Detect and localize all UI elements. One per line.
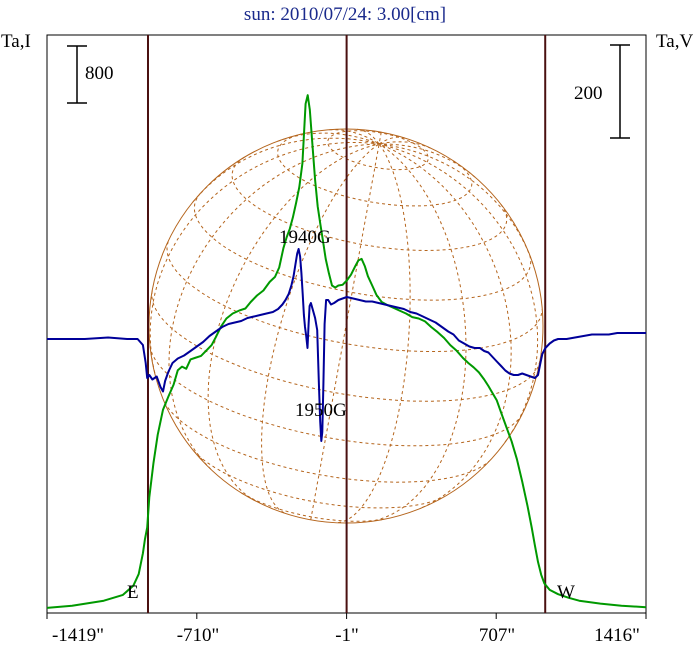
right-scale-bar [610,44,630,139]
latitude-line [193,192,532,301]
longitude-line [310,143,380,520]
longitude-line [277,132,380,145]
longitude-line [378,143,539,443]
longitude-line [329,129,380,145]
limb-label-west: W [557,582,575,603]
intensity-series-line [46,94,647,609]
x-tick-label: -710" [177,625,220,646]
x-tick-label: 1416" [594,625,640,646]
annotation-1940g: 1940G [279,227,331,248]
longitude-line [379,141,431,149]
series-group [46,94,647,609]
longitude-line [378,143,512,509]
x-tick-label: -1419" [52,625,104,646]
longitude-line [261,143,380,514]
longitude-line [368,143,467,523]
right-axis-label: Ta,V [656,31,693,52]
left-scale-bar-label: 800 [85,63,114,84]
solar-disk-grid [148,128,544,524]
right-scale-bar-label: 200 [574,83,603,104]
chart-title: sun: 2010/07/24: 3.00[cm] [244,4,446,25]
longitude-line [168,143,380,470]
latitude-line [231,156,508,252]
x-tick-label: 707" [479,625,515,646]
longitude-line [379,143,476,178]
longitude-line [207,143,380,502]
longitude-line [379,143,534,265]
longitude-line [192,137,380,203]
left-scale-bar [67,45,87,104]
longitude-line [149,142,380,380]
longitude-line [378,132,382,144]
left-axis-label: Ta,I [1,31,31,52]
latitude-line [166,241,543,352]
polarization-series-line [47,248,646,442]
annotation-1950g: 1950G [295,400,347,421]
limb-label-east: E [127,582,139,603]
longitude-line [357,128,380,145]
longitude-line [338,143,411,524]
latitude-line [149,345,523,447]
latitude-line [327,130,429,171]
x-tick-label: -1" [335,625,359,646]
reference-lines [46,35,647,619]
longitude-line [378,136,405,145]
latitude-line [164,402,490,483]
